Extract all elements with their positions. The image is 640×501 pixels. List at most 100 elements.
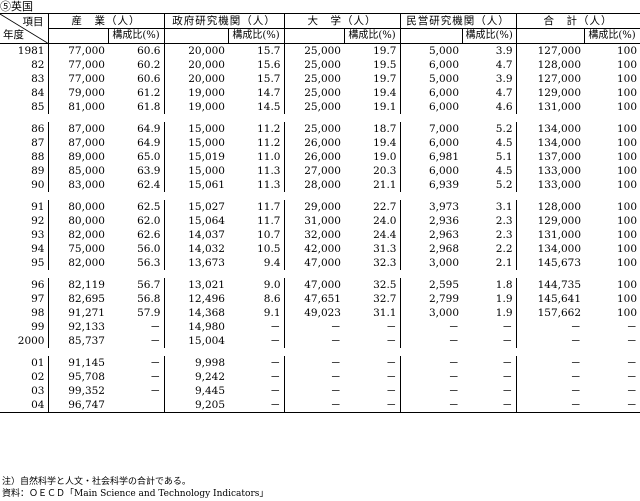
count-cell: －	[515, 320, 584, 334]
count-cell: 128,000	[515, 200, 584, 214]
count-cell: 15,027	[163, 200, 228, 214]
count-cell: 134,000	[515, 242, 584, 256]
count-cell: 25,000	[283, 43, 344, 58]
ratio-cell: －	[270, 371, 281, 383]
count-cell: －	[283, 320, 344, 334]
table-row: 92 80,000 62.0 15,064 11.7 31,000 24.0 2,936 2.3…	[0, 214, 640, 228]
count-cell: 134,000	[515, 136, 584, 150]
ratio-cell: 2.3	[495, 215, 513, 227]
ratio-cell: 56.3	[137, 257, 161, 269]
ratio-cell: 100	[616, 201, 637, 213]
year-cell: 84	[0, 86, 49, 100]
table-body: 1981 77,000 60.6 20,000 15.7 25,000 19.7 5,000 3…	[0, 43, 640, 413]
ratio-cell: 100	[616, 257, 637, 269]
spacer-row	[0, 270, 640, 278]
ratio-cell: 5.1	[495, 151, 513, 163]
ratio-cell: －	[502, 357, 513, 369]
table-row: 82 77,000 60.2 20,000 15.6 25,000 19.5 6,000 4.7…	[0, 58, 640, 72]
ratio-cell: －	[386, 321, 397, 333]
ratio-cell: 100	[616, 87, 637, 99]
researchers-table: 項目 年度 産 業（人） 政府研究機関（人） 大 学（人） 民営研究機関（人） …	[0, 13, 640, 413]
ratio-cell: 100	[616, 45, 637, 57]
footnotes: 注）自然科学と人文・社会科学の合計である。 資料：ＯＥＣＤ「Main Scien…	[2, 476, 268, 500]
corner-year-label: 年度	[3, 29, 24, 41]
year-cell: 89	[0, 164, 49, 178]
count-cell: 7,000	[399, 122, 462, 136]
ratio-cell: 5.2	[495, 179, 513, 191]
ratio-cell: 24.4	[373, 229, 397, 241]
group-header-total: 合 計（人）	[515, 13, 640, 29]
count-cell: 15,061	[163, 178, 228, 192]
table-row: 83 77,000 60.6 20,000 15.7 25,000 19.7 5,000 3.9…	[0, 72, 640, 86]
ratio-cell: 4.6	[495, 101, 513, 113]
ratio-cell: －	[228, 398, 284, 413]
ratio-cell: 100	[616, 165, 637, 177]
count-cell: 3,973	[399, 200, 462, 214]
ratio-cell: 62.4	[137, 179, 161, 191]
count-cell: 6,000	[399, 86, 462, 100]
count-cell: 20,000	[163, 43, 228, 58]
ratio-header-private-institute: 構成比(%)	[461, 28, 517, 44]
count-cell: 85,000	[47, 164, 108, 178]
table-row: 84 79,000 61.2 19,000 14.7 25,000 19.4 6,000 4.7…	[0, 86, 640, 100]
table-row: 87 87,000 64.9 15,000 11.2 26,000 19.4 6,000 4.5…	[0, 136, 640, 150]
ratio-cell: 100	[616, 307, 637, 319]
count-cell: 128,000	[515, 58, 584, 72]
year-cell: 91	[0, 200, 49, 214]
count-cell: 15,064	[163, 214, 228, 228]
ratio-cell: －	[150, 357, 161, 369]
ratio-cell: 11.3	[257, 179, 281, 191]
ratio-cell: 1.9	[495, 293, 513, 305]
count-cell: －	[399, 356, 462, 370]
ratio-cell: 8.6	[263, 293, 281, 305]
count-cell: 83,000	[47, 178, 108, 192]
table-row: 85 81,000 61.8 19,000 14.5 25,000 19.1 6,000 4.6…	[0, 100, 640, 114]
ratio-cell: 1.9	[495, 307, 513, 319]
ratio-cell: 32.5	[373, 279, 397, 291]
count-cell: 133,000	[515, 178, 584, 192]
count-cell: 32,000	[283, 228, 344, 242]
ratio-cell: 100	[616, 59, 637, 71]
ratio-cell: 64.9	[137, 123, 161, 135]
table-row: 95 82,000 56.3 13,673 9.4 47,000 32.3 3,000 2.1 1…	[0, 256, 640, 270]
ratio-cell: 100	[616, 73, 637, 85]
ratio-cell: 11.3	[257, 165, 281, 177]
count-cell: 77,000	[47, 58, 108, 72]
ratio-cell: 4.5	[495, 137, 513, 149]
ratio-cell: －	[150, 385, 161, 397]
ratio-cell: －	[386, 385, 397, 397]
ratio-cell: 19.7	[373, 73, 397, 85]
count-cell: 9,998	[163, 356, 228, 370]
table-row: 88 89,000 65.0 15,019 11.0 26,000 19.0 6,981 5.1…	[0, 150, 640, 164]
ratio-cell: －	[626, 385, 638, 397]
ratio-cell: －	[150, 335, 161, 347]
diagonal-line	[0, 14, 47, 43]
count-cell: 127,000	[515, 43, 584, 58]
year-cell: 99	[0, 320, 49, 334]
count-cell: 82,695	[47, 292, 108, 306]
count-cell: 15,000	[163, 122, 228, 136]
year-cell: 94	[0, 242, 49, 256]
count-cell: 5,000	[399, 43, 462, 58]
count-cell: 82,119	[47, 278, 108, 292]
year-cell: 2000	[0, 334, 49, 348]
year-cell: 90	[0, 178, 49, 192]
count-cell: 144,735	[515, 278, 584, 292]
spacer-row	[0, 192, 640, 200]
table-row: 04 96,747 9,205 －－－－－－－	[0, 398, 640, 413]
count-cell: －	[283, 384, 344, 398]
ratio-cell: 100	[616, 279, 637, 291]
group-header-private-institute: 民営研究機関（人）	[399, 13, 517, 29]
ratio-cell: －	[626, 321, 638, 333]
ratio-cell: 100	[616, 229, 637, 241]
count-cell: 20,000	[163, 72, 228, 86]
count-cell: 28,000	[283, 178, 344, 192]
count-cell: 19,000	[163, 86, 228, 100]
count-cell: 131,000	[515, 228, 584, 242]
count-cell: 25,000	[283, 86, 344, 100]
count-cell: 131,000	[515, 100, 584, 114]
count-cell: －	[515, 384, 584, 398]
header-row-groups: 項目 年度 産 業（人） 政府研究機関（人） 大 学（人） 民営研究機関（人） …	[0, 13, 640, 44]
table-row: 91 80,000 62.5 15,027 11.7 29,000 22.7 3,973 3.1…	[0, 200, 640, 214]
count-cell: 96,747	[47, 398, 108, 413]
